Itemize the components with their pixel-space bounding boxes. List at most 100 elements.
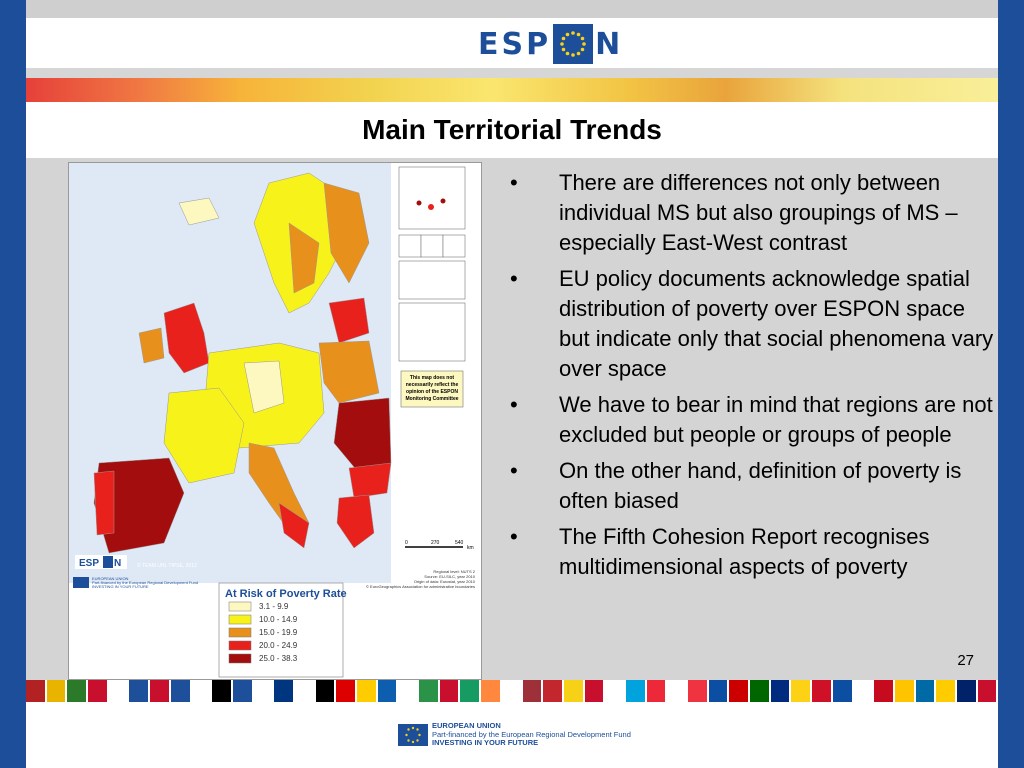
- flag-stripe: [274, 680, 295, 702]
- flag-stripe: [67, 680, 89, 702]
- flag-stripe: [191, 680, 213, 702]
- source-line-1: Regional level: NUTS 2: [433, 569, 475, 574]
- map-eu-note-3: INVESTING IN YOUR FUTURE: [92, 584, 149, 589]
- title-band: Main Territorial Trends: [26, 102, 998, 158]
- flag-stripe: [936, 680, 957, 702]
- flag-stripe: [212, 680, 233, 702]
- bullet-item: • The Fifth Cohesion Report recognises mu…: [510, 524, 930, 579]
- flag-stripe: [315, 680, 337, 702]
- flag-stripe: [357, 680, 378, 702]
- map-eu-note-1: EUROPEAN UNION: [92, 576, 129, 581]
- flag-stripe: [977, 680, 999, 702]
- legend-label: 20.0 - 24.9: [259, 641, 298, 650]
- flag-stripe: [481, 680, 502, 702]
- inset-guyane: [398, 260, 466, 300]
- legend-swatch: [228, 653, 252, 664]
- slide-title: Main Territorial Trends: [362, 114, 662, 145]
- flag-stripe: [915, 680, 937, 702]
- map-logo-box: [103, 556, 113, 568]
- map-eu-note-2: Part-financed by the European Regional D…: [92, 580, 198, 585]
- flag-stripe: [439, 680, 461, 702]
- flag-stripe: [894, 680, 916, 702]
- flag-stripe: [460, 680, 482, 702]
- flag-stripe: [584, 680, 606, 702]
- flag-stripe: [625, 680, 647, 702]
- flag-stripe: [129, 680, 151, 702]
- flag-stripe: [770, 680, 792, 702]
- inset-canary: [398, 166, 466, 230]
- map-logo-right: N: [114, 558, 121, 569]
- region-portugal: [93, 470, 115, 536]
- eu-stars-icon: [560, 31, 586, 57]
- slide-content: This map does not necessarily reflect th…: [26, 158, 998, 680]
- top-gray-bar: [26, 0, 998, 18]
- legend-label: 15.0 - 19.9: [259, 628, 298, 637]
- bullet-item: • On the other hand, definition of povert…: [510, 458, 962, 513]
- region-poland: [318, 340, 380, 404]
- flag-stripe: [46, 680, 68, 702]
- disclaimer-line-1: This map does not: [410, 375, 455, 381]
- region-ireland: [138, 327, 165, 364]
- eu-funding-note: EUROPEAN UNION Part-financed by the Euro…: [432, 721, 631, 747]
- flag-stripe: [419, 680, 440, 702]
- region-iceland: [178, 197, 220, 226]
- eu-flag-icon: [398, 724, 428, 746]
- flag-stripe: [667, 680, 688, 702]
- flag-stripe: [832, 680, 854, 702]
- flag-stripe: [543, 680, 564, 702]
- flag-stripe: [108, 680, 130, 702]
- espon-logo: ESP N: [478, 24, 623, 64]
- flag-stripe: [708, 680, 730, 702]
- left-frame-bar: [0, 0, 26, 768]
- flag-stripe: [812, 680, 833, 702]
- flag-stripe: [791, 680, 813, 702]
- separator-strip: [26, 68, 998, 78]
- scale-label-540: 540: [455, 540, 464, 546]
- bullet-list: • There are differences not only between …: [504, 168, 994, 588]
- region-spain: [93, 457, 185, 554]
- bullet-item: • There are differences not only between …: [510, 170, 958, 255]
- source-line-4: © EuroGeographics Association for admini…: [366, 584, 475, 589]
- right-frame-bar: [998, 0, 1024, 768]
- flag-stripe: [729, 680, 751, 702]
- inset-martinique: [420, 234, 444, 258]
- legend-swatch: [228, 614, 252, 625]
- flag-stripe: [26, 680, 47, 702]
- legend-label: 10.0 - 14.9: [259, 615, 298, 624]
- map-copyright: © TEAM UHL TIPSE, 2012: [137, 562, 197, 569]
- map-eu-flag: [73, 577, 89, 588]
- flag-stripe: [170, 680, 192, 702]
- disclaimer-box: [400, 370, 464, 408]
- flag-stripe: [522, 680, 544, 702]
- region-bulgaria: [348, 462, 392, 499]
- poverty-map-figure: This map does not necessarily reflect th…: [68, 162, 482, 680]
- scale-label-0: 0: [405, 540, 408, 546]
- flag-stripe: [874, 680, 895, 702]
- flag-stripe: [646, 680, 668, 702]
- flag-stripe: [956, 680, 978, 702]
- legend-title: At Risk of Poverty Rate: [225, 588, 347, 600]
- footer: EUROPEAN UNION Part-financed by the Euro…: [26, 702, 998, 768]
- flag-stripe: [398, 680, 420, 702]
- flag-stripe: [750, 680, 771, 702]
- scale-unit: km: [467, 545, 474, 551]
- legend-swatch: [228, 640, 252, 651]
- flag-stripe: [232, 680, 254, 702]
- flag-stripe: [853, 680, 875, 702]
- map-logo-left: ESP: [79, 558, 99, 569]
- flag-stripe: [336, 680, 357, 702]
- decorative-map-strip: [26, 78, 998, 102]
- region-italy-south: [278, 502, 310, 549]
- flag-stripe: [88, 680, 109, 702]
- flag-stripe: [150, 680, 171, 702]
- inset-reunion: [442, 234, 466, 258]
- legend-label: 3.1 - 9.9: [259, 602, 289, 611]
- region-finland: [323, 182, 370, 284]
- region-baltics: [328, 297, 370, 344]
- inset-guadeloupe: [398, 234, 422, 258]
- flag-stripe: [605, 680, 626, 702]
- bullet-item: • EU policy documents acknowledge spatial…: [510, 266, 994, 381]
- flag-stripe: [294, 680, 316, 702]
- region-greece: [336, 494, 375, 549]
- region-sweden-north: [288, 222, 320, 294]
